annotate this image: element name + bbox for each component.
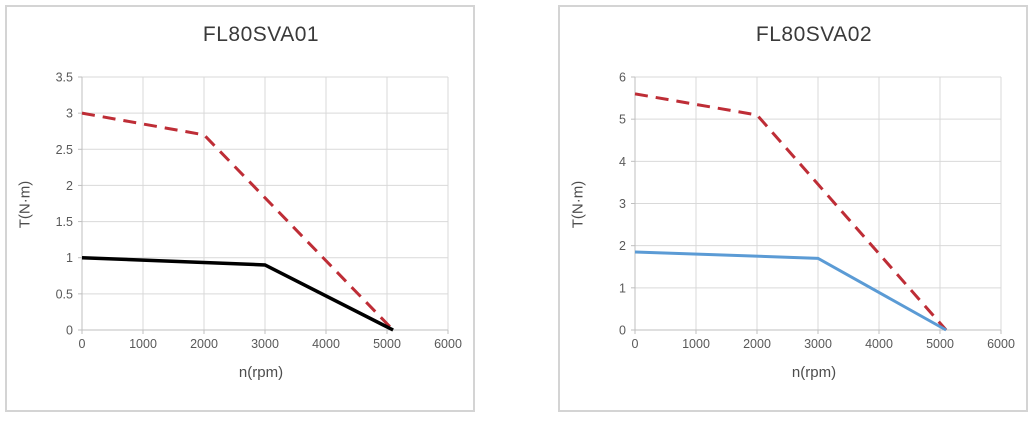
x-tick-label: 5000 <box>373 337 401 351</box>
chart-title: FL80SVA02 <box>755 23 873 46</box>
chart-title: FL80SVA01 <box>202 23 320 46</box>
y-tick-label: 3 <box>619 197 626 211</box>
x-tick-label: 0 <box>632 337 639 351</box>
x-tick-label: 5000 <box>926 337 954 351</box>
y-tick-label: 2.5 <box>56 143 73 157</box>
x-tick-label: 6000 <box>434 337 462 351</box>
x-tick-label: 3000 <box>251 337 279 351</box>
x-tick-label: 1000 <box>682 337 710 351</box>
y-axis-label: T(N·m) <box>16 180 34 229</box>
y-tick-label: 3.5 <box>56 71 73 85</box>
chart-plot: 0 0.5 1 1.5 2 2.5 3 3.5 0 1000 2000 3000 4000 5000 600… <box>56 71 462 352</box>
y-tick-label: 2 <box>619 239 626 253</box>
y-tick-label: 0 <box>66 324 73 338</box>
y-tick-label: 6 <box>619 71 626 85</box>
x-tick-label: 0 <box>79 337 86 351</box>
rated-torque-line <box>634 250 947 332</box>
torque-chart-card-1: FL80SVA01 0 0.5 1 1.5 2 2.5 3 3.5 0 1000 2000 3000 4… <box>5 5 475 412</box>
y-tick-label: 1 <box>66 251 73 265</box>
y-tick-label: 5 <box>619 113 626 127</box>
x-tick-label: 2000 <box>190 337 218 351</box>
y-tick-label: 1 <box>619 281 626 295</box>
chart-plot: 0 1 2 3 4 5 6 0 1000 2000 3000 4000 5000 6000 <box>619 71 1015 352</box>
x-tick-label: 2000 <box>743 337 771 351</box>
y-tick-label: 0 <box>619 324 626 338</box>
x-tick-label: 1000 <box>129 337 157 351</box>
y-tick-label: 1.5 <box>56 215 73 229</box>
x-tick-label: 4000 <box>865 337 893 351</box>
x-tick-label: 3000 <box>804 337 832 351</box>
rated-torque-line <box>81 255 394 332</box>
x-axis-label: n(rpm) <box>791 364 837 381</box>
torque-chart-card-2: FL80SVA02 0 1 2 3 4 5 6 0 1000 2000 3000 4000 5000 60… <box>558 5 1028 412</box>
x-tick-label: 6000 <box>987 337 1015 351</box>
peak-torque-line <box>81 111 395 332</box>
y-tick-label: 4 <box>619 155 626 169</box>
y-tick-label: 0.5 <box>56 287 73 301</box>
y-axis-label: T(N·m) <box>569 180 587 229</box>
peak-torque-line <box>634 92 948 331</box>
x-axis-label: n(rpm) <box>238 364 284 381</box>
y-tick-label: 3 <box>66 107 73 121</box>
x-tick-label: 4000 <box>312 337 340 351</box>
y-tick-label: 2 <box>66 179 73 193</box>
